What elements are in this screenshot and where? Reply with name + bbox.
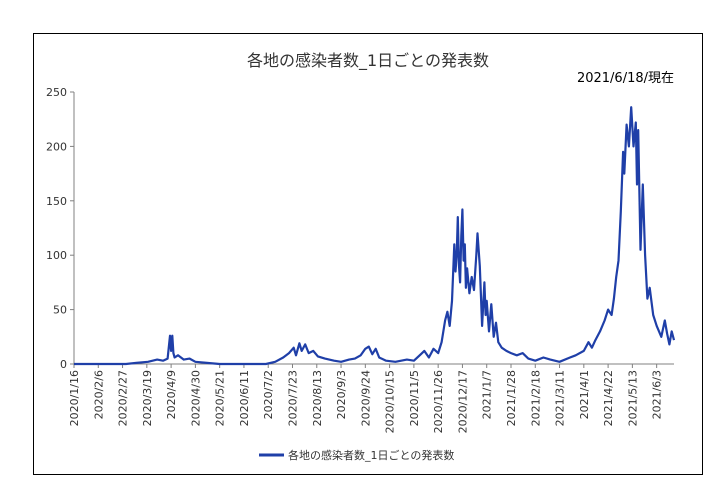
y-tick-label: 250 xyxy=(46,86,67,99)
chart-subtitle: 2021/6/18/現在 xyxy=(577,71,674,86)
x-tick-label: 2020/9/3 xyxy=(335,370,348,419)
x-tick-label: 2020/11/26 xyxy=(432,370,445,433)
x-tick-label: 2020/11/5 xyxy=(408,370,421,426)
chart-title: 各地の感染者数_1日ごとの発表数 xyxy=(247,51,489,71)
legend-label: 各地の感染者数_1日ごとの発表数 xyxy=(288,448,454,462)
x-tick-label: 2020/4/30 xyxy=(189,370,202,426)
y-tick-label: 0 xyxy=(60,358,67,371)
legend: 各地の感染者数_1日ごとの発表数 xyxy=(259,448,454,462)
plot-area xyxy=(74,106,676,366)
x-tick-label: 2021/2/18 xyxy=(529,370,542,426)
line-chart: 各地の感染者数_1日ごとの発表数 2021/6/18/現在 0 50 100 150 2… xyxy=(46,51,676,462)
y-axis: 0 50 100 150 200 250 xyxy=(46,86,75,371)
x-axis: 2020/1/16 2020/2/6 2020/2/27 2020/3/19 2020/… xyxy=(68,363,674,433)
x-tick-label: 2020/10/15 xyxy=(384,370,397,433)
x-tick-label: 2020/4/9 xyxy=(165,370,178,419)
x-tick-label: 2020/2/6 xyxy=(92,370,105,419)
y-tick-label: 100 xyxy=(46,249,67,262)
x-tick-label: 2020/1/16 xyxy=(68,370,81,426)
y-tick-label: 200 xyxy=(46,140,67,153)
y-tick-label: 50 xyxy=(53,304,67,317)
x-tick-label: 2021/6/3 xyxy=(651,370,664,419)
x-tick-label: 2021/4/22 xyxy=(602,370,615,426)
x-tick-label: 2020/5/21 xyxy=(214,370,227,426)
x-tick-label: 2020/12/17 xyxy=(456,370,469,433)
x-tick-label: 2020/2/27 xyxy=(117,370,130,426)
x-tick-label: 2020/7/23 xyxy=(286,370,299,426)
x-tick-label: 2021/4/1 xyxy=(578,370,591,419)
x-tick-label: 2020/7/2 xyxy=(262,370,275,419)
series-line xyxy=(74,106,676,366)
x-tick-label: 2020/6/11 xyxy=(238,370,251,426)
x-tick-label: 2021/1/7 xyxy=(481,370,494,419)
x-tick-label: 2021/5/13 xyxy=(626,370,639,426)
x-tick-label: 2021/3/11 xyxy=(554,370,567,426)
x-tick-label: 2020/8/13 xyxy=(311,370,324,426)
x-tick-label: 2021/1/28 xyxy=(505,370,518,426)
chart-frame: 各地の感染者数_1日ごとの発表数 2021/6/18/現在 0 50 100 150 2… xyxy=(33,33,703,475)
x-tick-label: 2020/3/19 xyxy=(141,370,154,426)
x-tick-label: 2020/9/24 xyxy=(359,370,372,426)
y-tick-label: 150 xyxy=(46,195,67,208)
